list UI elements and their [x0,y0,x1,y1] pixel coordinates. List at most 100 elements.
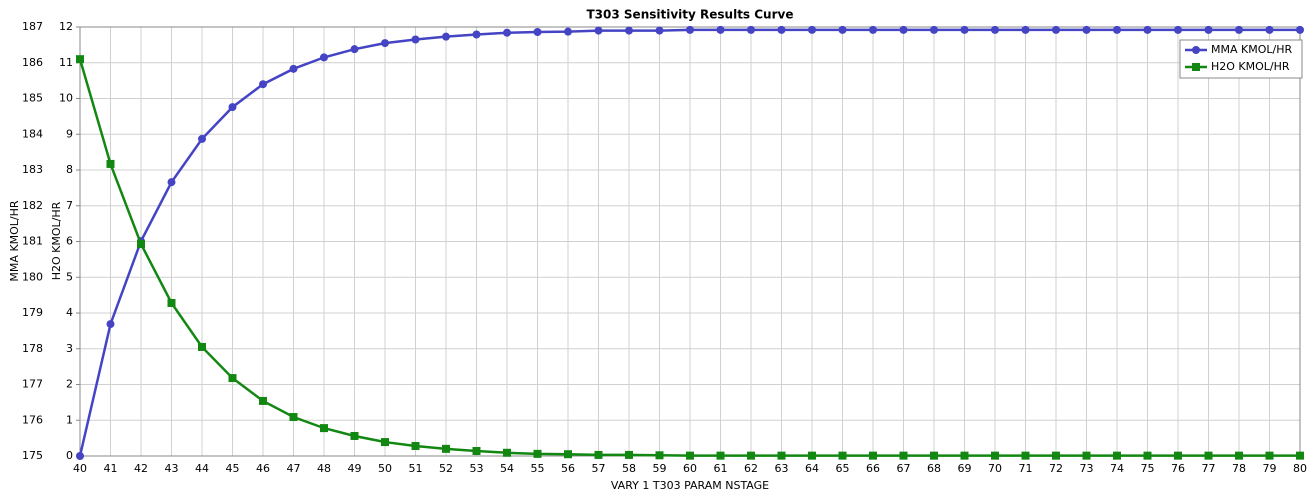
point [289,413,298,422]
x-tick-label: 66 [866,462,880,475]
point [1174,25,1182,34]
point [1235,451,1243,460]
y2-tick-label: 4 [66,306,73,319]
y2-tick-label: 10 [59,92,73,105]
point [1265,25,1274,34]
point [228,374,237,383]
y-tick-label: 176 [22,413,43,426]
x-tick-label: 71 [1019,462,1033,475]
point [228,103,237,112]
x-tick-label: 80 [1293,462,1307,475]
x-tick-label: 40 [73,462,87,475]
y2-tick-label: 1 [66,413,73,426]
point [320,53,328,62]
x-tick-label: 74 [1110,462,1124,475]
y2-tick-label: 6 [66,235,73,248]
point [1204,25,1213,34]
x-tick-label: 61 [714,462,728,475]
x-tick-label: 59 [653,462,667,475]
y-tick-label: 185 [22,92,43,105]
y-tick-label: 178 [22,342,43,355]
point [259,80,267,89]
x-tick-label: 72 [1049,462,1063,475]
point [930,25,938,34]
point [1296,25,1304,34]
x-tick-label: 62 [744,462,758,475]
x-tick-label: 77 [1202,462,1216,475]
point [1021,25,1030,34]
x-tick-label: 46 [256,462,270,475]
point [1204,451,1213,460]
point [381,39,389,48]
point [747,451,755,460]
point [350,431,359,440]
x-tick-label: 64 [805,462,819,475]
x-tick-label: 41 [104,462,118,475]
x-tick-label: 70 [988,462,1002,475]
point [320,424,328,433]
point [472,30,481,39]
y-tick-label: 182 [22,199,43,212]
x-tick-label: 67 [897,462,911,475]
x-tick-label: 54 [500,462,514,475]
x-tick-label: 45 [226,462,240,475]
point [1174,451,1182,460]
x-tick-label: 49 [348,462,362,475]
point [655,26,664,35]
x-tick-label: 53 [470,462,484,475]
y-tick-label: 181 [22,235,43,248]
point [716,451,725,460]
chart-title: T303 Sensitivity Results Curve [587,8,794,22]
point [1021,451,1030,460]
x-tick-label: 56 [561,462,575,475]
point [167,178,176,187]
point [1113,25,1121,34]
point [289,64,298,73]
x-tick-label: 63 [775,462,789,475]
x-tick-label: 69 [958,462,972,475]
y2-tick-label: 12 [59,20,73,33]
point [411,35,420,44]
y2-tick-label: 11 [59,56,73,69]
point [76,452,84,460]
y2-tick-label: 5 [66,270,73,283]
y2-tick-label: 7 [66,199,73,212]
point [1265,451,1274,460]
point [564,27,572,36]
x-tick-label: 75 [1141,462,1155,475]
point [503,28,511,37]
point [1296,451,1304,460]
point [960,451,969,460]
point [716,25,725,34]
point [594,26,603,35]
point [442,444,450,453]
y2-tick-label: 2 [66,378,73,391]
point [259,396,267,405]
point [1143,25,1152,34]
point [930,451,938,460]
point [442,32,450,41]
point [625,26,633,35]
point [869,25,877,34]
x-tick-label: 47 [287,462,301,475]
point [960,25,969,34]
x-tick-label: 50 [378,462,392,475]
point [899,451,908,460]
x-tick-label: 48 [317,462,331,475]
y-tick-label: 179 [22,306,43,319]
point [686,451,694,460]
point [869,451,877,460]
x-tick-label: 57 [592,462,606,475]
point [1113,451,1121,460]
x-tick-label: 68 [927,462,941,475]
point [1052,451,1060,460]
point [1235,25,1243,34]
x-tick-label: 65 [836,462,850,475]
y-tick-label: 187 [22,20,43,33]
point [411,441,420,450]
y-tick-label: 183 [22,163,43,176]
x-tick-label: 44 [195,462,209,475]
point [594,450,603,459]
x-tick-label: 60 [683,462,697,475]
